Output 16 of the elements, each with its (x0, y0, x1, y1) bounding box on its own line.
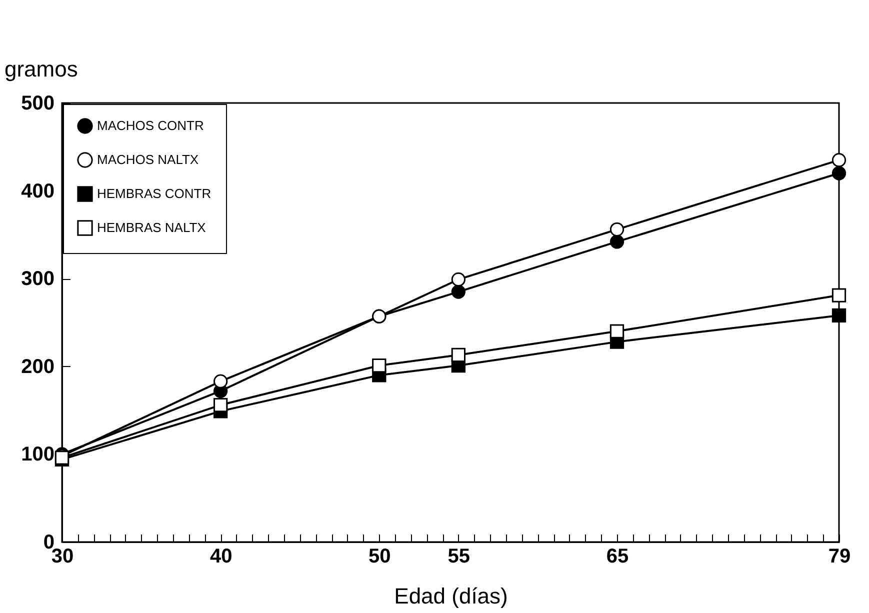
y-tick-label: 100 (21, 444, 54, 466)
legend-label: HEMBRAS CONTR (97, 186, 212, 201)
x-tick-label: 50 (368, 546, 391, 568)
x-tick-label: 55 (448, 546, 470, 568)
legend-label: MACHOS NALTX (97, 152, 199, 167)
y-tick-label: 400 (21, 180, 54, 202)
y-tick-label: 200 (21, 356, 54, 378)
y-axis-title: gramos (4, 56, 78, 82)
y-tick-label: 300 (21, 268, 54, 290)
x-tick-label: 79 (828, 546, 851, 568)
legend-label: MACHOS CONTR (97, 118, 204, 133)
y-tick-label: 500 (21, 92, 54, 114)
legend-label: HEMBRAS NALTX (97, 220, 206, 235)
x-tick-label: 65 (606, 546, 629, 568)
x-tick-label: 40 (210, 546, 232, 568)
x-axis-title: Edad (días) (394, 584, 508, 608)
